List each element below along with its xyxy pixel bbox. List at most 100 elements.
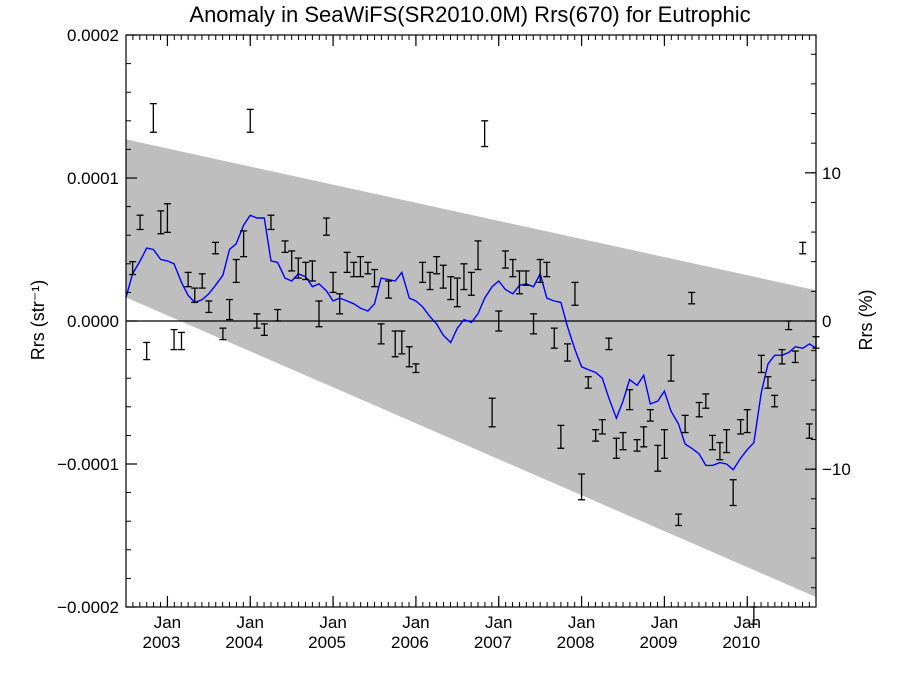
errorbar-point: [274, 308, 282, 322]
errorbar-point: [157, 210, 165, 235]
errorbar-point: [584, 376, 592, 389]
x-tick-year-label: 2005: [308, 633, 346, 652]
errorbar-point: [364, 261, 372, 275]
y-axis-label-left: Rrs (str⁻¹): [28, 280, 48, 360]
x-tick-year-label: 2008: [557, 633, 595, 652]
errorbar-point: [598, 419, 606, 435]
errorbar-point: [385, 280, 393, 299]
axes-layer: −0.0002 −0.0001 0.0000 0.0001 0.0002 −10 0 10 Ja…: [57, 26, 851, 652]
errorbar-point: [246, 108, 254, 133]
x-tick-year-label: 2010: [722, 633, 760, 652]
errorbar-point: [509, 258, 517, 278]
y-right-tick-label: 0: [822, 312, 831, 331]
errorbar-point: [557, 424, 565, 449]
errorbar-point: [191, 287, 199, 304]
errorbar-point: [667, 354, 675, 382]
errorbar-point: [205, 300, 213, 314]
errorbar-point: [315, 300, 323, 328]
y-tick-label: 0.0000: [67, 312, 119, 331]
errorbar-point: [460, 263, 468, 291]
errorbar-point: [681, 414, 689, 434]
errorbar-point: [149, 102, 157, 133]
errorbar-point: [592, 429, 600, 442]
errorbar-point: [660, 429, 668, 459]
errorbar-point: [626, 388, 634, 411]
x-tick-month-label: Jan: [485, 613, 512, 632]
errorbar-point: [302, 261, 310, 281]
errorbar-point: [791, 350, 799, 364]
errorbar-point: [716, 441, 724, 461]
errorbar-point: [481, 120, 489, 148]
errorbar-point: [267, 214, 275, 231]
errorbar-point: [633, 439, 641, 452]
errorbar-point: [743, 409, 751, 434]
errorbar-point: [226, 298, 234, 321]
y-tick-label: −0.0002: [57, 598, 119, 617]
errorbar-point: [646, 409, 654, 422]
errorbar-point: [308, 260, 316, 282]
errorbar-point: [219, 327, 227, 341]
errorbar-point: [426, 271, 434, 291]
errorbar-point: [281, 240, 289, 254]
errorbar-point: [370, 268, 378, 288]
errorbar-point: [240, 230, 248, 258]
x-tick-month-label: Jan: [319, 613, 346, 632]
uncertainty-band-layer: [126, 139, 816, 597]
x-tick-year-label: 2009: [640, 633, 678, 652]
errorbar-point: [771, 394, 779, 408]
errorbar-point: [612, 437, 620, 459]
errorbar-point: [439, 264, 447, 289]
errorbar-point: [543, 261, 551, 278]
errorbar-point: [447, 276, 455, 301]
errorbar-point: [288, 250, 296, 272]
errorbar-point: [453, 277, 461, 308]
errorbar-point: [515, 270, 523, 295]
y-right-tick-label: 10: [822, 164, 841, 183]
errorbar-point: [785, 320, 793, 331]
errorbar-point: [260, 323, 268, 336]
errorbar-point: [198, 273, 206, 289]
x-tick-year-label: 2004: [225, 633, 263, 652]
errorbar-point: [550, 327, 558, 349]
errorbar-point: [522, 270, 530, 286]
errorbar-point: [536, 258, 544, 284]
errorbar-point: [377, 323, 385, 345]
errorbar-point: [495, 310, 503, 332]
errorbar-point: [729, 479, 737, 507]
uncertainty-band: [126, 139, 816, 597]
errorbar-point: [467, 271, 475, 296]
errorbar-point: [129, 261, 137, 276]
errorbar-point: [343, 251, 351, 274]
errorbar-point: [578, 473, 586, 501]
errorbar-point: [329, 271, 337, 294]
x-tick-year-label: 2003: [143, 633, 181, 652]
errorbar-point: [412, 363, 420, 374]
chart-title: Anomaly in SeaWiFS(SR2010.0M) Rrs(670) f…: [189, 2, 750, 27]
x-tick-month-label: Jan: [237, 613, 264, 632]
errorbar-point: [605, 337, 613, 351]
errorbar-point: [695, 401, 703, 418]
errorbar-point: [564, 343, 572, 362]
errorbar-point: [136, 214, 144, 231]
errorbar-point: [723, 429, 731, 454]
errorbar-point: [799, 241, 807, 255]
errorbar-point: [654, 444, 662, 472]
errorbar-point: [488, 397, 496, 428]
y-tick-label: 0.0001: [67, 169, 119, 188]
y-right-tick-label: −10: [822, 460, 851, 479]
errorbar-point: [737, 419, 745, 435]
errorbar-point: [322, 217, 330, 236]
x-tick-month-label: Jan: [568, 613, 595, 632]
x-tick-month-label: Jan: [402, 613, 429, 632]
x-tick-month-label: Jan: [154, 613, 181, 632]
errorbar-point: [294, 257, 302, 279]
errorbar-layer: [129, 102, 820, 625]
errorbar-point: [211, 241, 219, 255]
errorbar-point: [501, 250, 509, 269]
errorbar-point: [688, 291, 696, 305]
errorbar-point: [640, 426, 648, 448]
errorbar-point: [708, 434, 716, 451]
y-axis-label-right: Rrs (%): [856, 290, 876, 351]
errorbar-point: [433, 255, 441, 275]
errorbar-point: [805, 423, 813, 439]
